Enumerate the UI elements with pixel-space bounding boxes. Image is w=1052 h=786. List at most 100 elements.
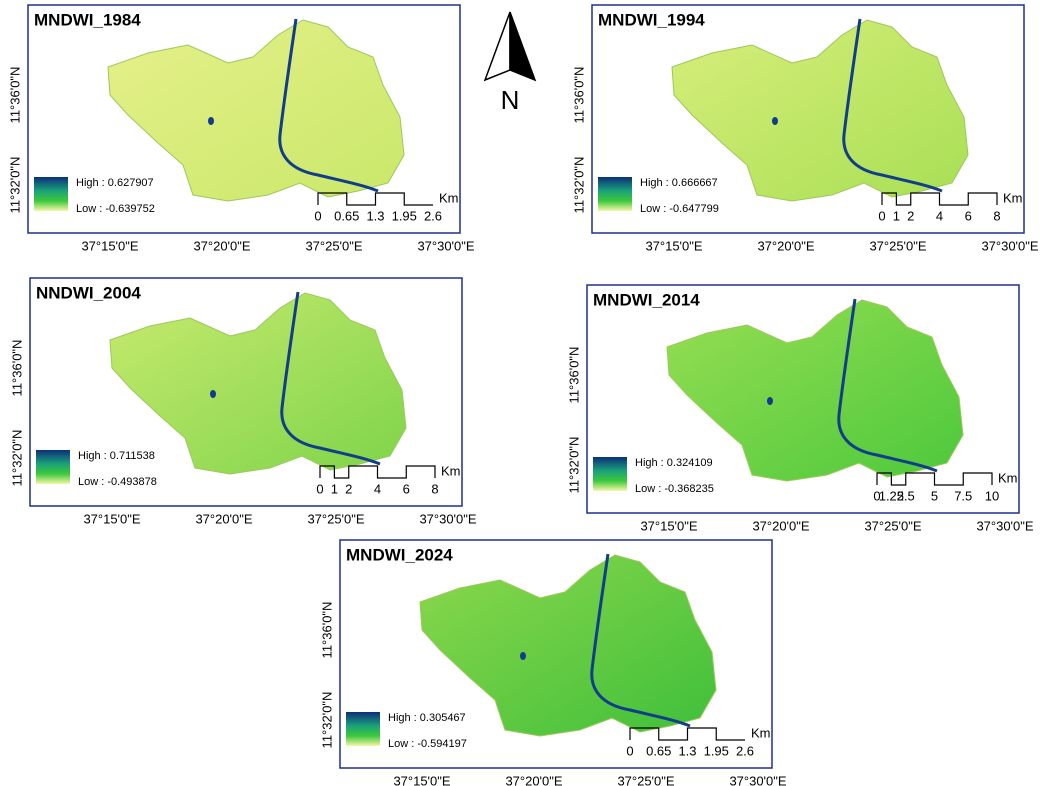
lon-label: 37°30'0"E: [729, 773, 786, 786]
scale-label: 8: [993, 208, 1000, 223]
north-label: N: [501, 85, 520, 115]
lon-label: 37°30'0"E: [976, 518, 1033, 533]
lat-label: 11°32'0"N: [7, 157, 22, 214]
scale-bar: [876, 472, 993, 486]
scale-label: 1.95: [704, 743, 729, 758]
scale-label: 4: [374, 481, 381, 496]
study-area: [671, 19, 969, 202]
map-panel: NNDWI_2004 High : 0.711538 Low : -0.493878…: [9, 277, 477, 526]
scale-label: 7.5: [954, 488, 972, 503]
river: [837, 298, 938, 473]
lon-label: 37°15'0"E: [393, 773, 450, 786]
lon-label: 37°20'0"E: [193, 238, 250, 253]
scale-label: 2: [907, 208, 914, 223]
scale-label: 10: [985, 488, 999, 503]
water-body: [772, 117, 778, 125]
lon-label: 37°30'0"E: [417, 238, 474, 253]
lon-label: 37°30'0"E: [981, 238, 1038, 253]
scale-unit: Km: [439, 190, 459, 205]
scale-label: 1.3: [678, 743, 696, 758]
north-arrow: N: [483, 11, 537, 115]
scale-unit: Km: [751, 725, 771, 740]
scale-label: 1: [893, 208, 900, 223]
legend-low: Low : -0.368235: [635, 483, 714, 495]
legend-high: High : 0.666667: [640, 177, 718, 189]
legend-high: High : 0.305467: [388, 712, 466, 724]
lat-label: 11°36'0"N: [7, 67, 22, 124]
study-area: [107, 19, 405, 202]
scale-unit: Km: [1003, 190, 1023, 205]
legend-ramp: [593, 457, 627, 491]
legend-low: Low : -0.594197: [388, 738, 467, 750]
scale-unit: Km: [441, 463, 461, 478]
map-panel: MNDWI_1994 High : 0.666667 Low : -0.647799…: [571, 4, 1039, 253]
lon-label: 37°30'0"E: [419, 511, 476, 526]
study-area: [419, 554, 717, 737]
legend-ramp: [346, 712, 380, 746]
scale-label: 1: [331, 481, 338, 496]
lat-label: 11°32'0"N: [9, 430, 24, 487]
lon-label: 37°20'0"E: [505, 773, 562, 786]
lon-label: 37°15'0"E: [81, 238, 138, 253]
legend-low: Low : -0.493878: [78, 476, 157, 488]
lat-label: 11°32'0"N: [566, 437, 581, 494]
lon-label: 37°25'0"E: [869, 238, 926, 253]
lat-label: 11°36'0"N: [319, 602, 334, 659]
study-area: [666, 299, 964, 482]
scale-bar: [881, 192, 998, 206]
river: [280, 291, 381, 466]
river: [590, 553, 691, 728]
scale-label: 2.6: [736, 743, 754, 758]
lon-label: 37°20'0"E: [752, 518, 809, 533]
legend-ramp: [36, 450, 70, 484]
lon-label: 37°20'0"E: [195, 511, 252, 526]
scale-label: 0.65: [334, 208, 359, 223]
river: [842, 18, 943, 193]
scale-label: 1.95: [392, 208, 417, 223]
legend-high: High : 0.324109: [635, 457, 713, 469]
scale-bar: [317, 192, 433, 206]
water-body: [767, 397, 773, 405]
scale-label: 1.25: [879, 488, 904, 503]
map-panel: MNDWI_1984 High : 0.627907 Low : -0.639752…: [7, 4, 475, 253]
lat-label: 11°36'0"N: [9, 340, 24, 397]
scale-label: 4: [936, 208, 943, 223]
river: [278, 18, 379, 193]
panel-title: MNDWI_1994: [598, 10, 705, 29]
lat-label: 11°32'0"N: [571, 157, 586, 214]
legend-high: High : 0.627907: [76, 177, 154, 189]
scale-bar: [629, 727, 745, 741]
lon-label: 37°25'0"E: [305, 238, 362, 253]
lon-label: 37°25'0"E: [864, 518, 921, 533]
legend-ramp: [34, 177, 68, 211]
scale-label: 6: [965, 208, 972, 223]
scale-label: 6: [403, 481, 410, 496]
lon-label: 37°25'0"E: [307, 511, 364, 526]
scale-label: 0: [316, 481, 323, 496]
scale-unit: Km: [998, 470, 1018, 485]
map-panel: MNDWI_2024 High : 0.305467 Low : -0.594197…: [319, 539, 787, 786]
water-body: [210, 390, 216, 398]
scale-label: 0: [878, 208, 885, 223]
scale-label: 8: [431, 481, 438, 496]
lon-label: 37°15'0"E: [83, 511, 140, 526]
study-area: [109, 292, 407, 475]
legend-ramp: [598, 177, 632, 211]
legend-low: Low : -0.647799: [640, 203, 719, 215]
scale-label: 0.65: [646, 743, 671, 758]
panel-title: MNDWI_2014: [593, 290, 700, 309]
water-body: [520, 652, 526, 660]
lat-label: 11°36'0"N: [566, 347, 581, 404]
panel-title: NNDWI_2004: [36, 283, 141, 302]
legend-high: High : 0.711538: [78, 450, 155, 462]
scale-label: 2.6: [424, 208, 442, 223]
scale-label: 2: [345, 481, 352, 496]
panel-title: MNDWI_2024: [346, 545, 453, 564]
lon-label: 37°20'0"E: [757, 238, 814, 253]
map-panel: MNDWI_2014 High : 0.324109 Low : -0.368235…: [566, 284, 1034, 533]
scale-label: 5: [931, 488, 938, 503]
scale-label: 0: [314, 208, 321, 223]
water-body: [208, 117, 214, 125]
